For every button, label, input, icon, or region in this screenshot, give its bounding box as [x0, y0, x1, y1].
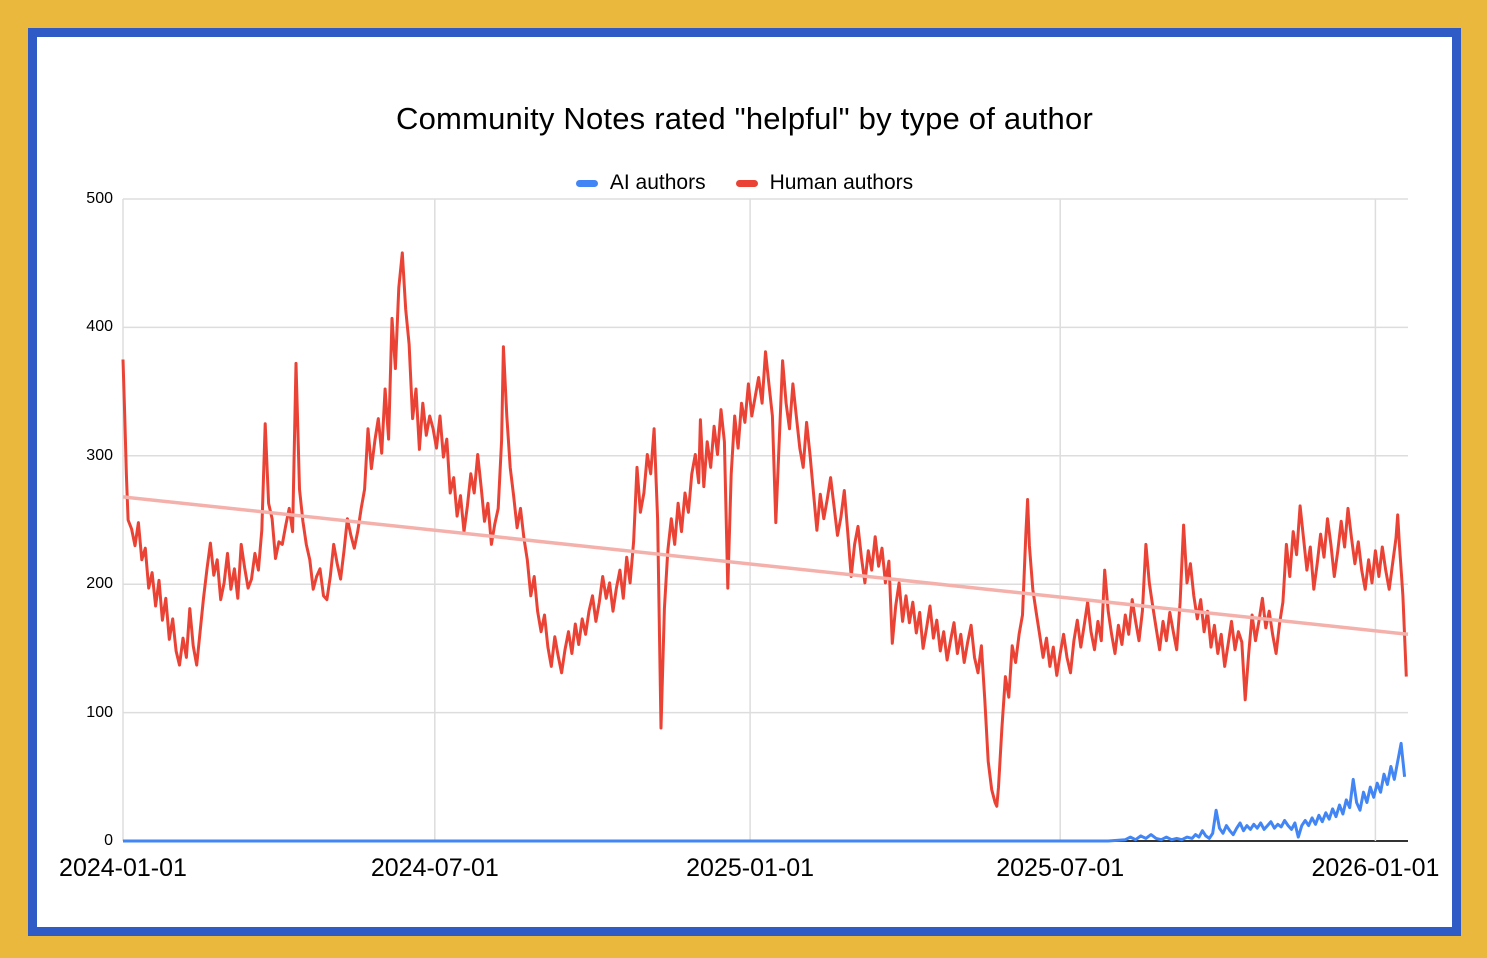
x-tick-label: 2025-07-01 — [996, 854, 1125, 882]
chart-legend: AI authors Human authors — [37, 168, 1452, 198]
x-tick-label: 2024-01-01 — [59, 854, 187, 882]
legend-swatch-icon — [575, 179, 598, 187]
x-tick-label: 2025-01-01 — [686, 854, 815, 882]
y-tick-label: 200 — [86, 575, 113, 593]
legend-label: Human authors — [769, 171, 914, 194]
legend-item: Human authors — [735, 171, 914, 195]
legend-label: AI authors — [609, 171, 706, 194]
y-tick-label: 500 — [86, 190, 113, 207]
legend-item: AI authors — [575, 171, 706, 195]
chart-title: Community Notes rated "helpful" by type … — [396, 101, 1093, 136]
y-tick-label: 100 — [86, 703, 113, 721]
ai-authors-line — [123, 741, 1407, 843]
x-tick-label: 2024-07-01 — [370, 854, 499, 882]
human-authors-trendline — [122, 495, 1409, 637]
y-tick-label: 0 — [104, 832, 113, 849]
human-authors-line — [121, 251, 1408, 808]
x-tick-label: 2026-01-01 — [1311, 854, 1440, 882]
y-tick-label: 300 — [86, 446, 113, 464]
chart-panel: Community Notes rated "helpful" by type … — [28, 28, 1461, 936]
chart-canvas — [121, 198, 1409, 843]
legend-swatch-icon — [735, 179, 758, 187]
plot-area — [121, 198, 1409, 843]
y-tick-label: 400 — [86, 318, 113, 336]
